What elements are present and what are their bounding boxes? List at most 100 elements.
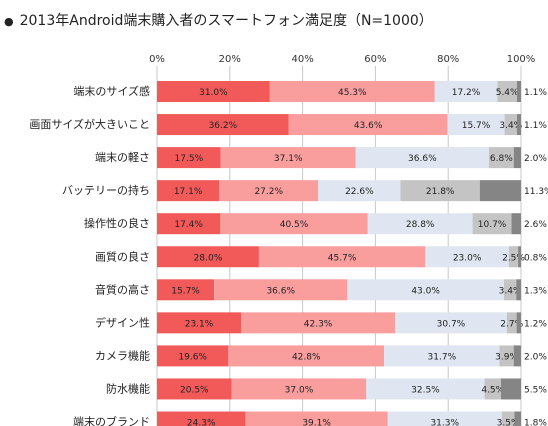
bar-segment	[516, 81, 521, 102]
bar-segment	[518, 246, 521, 268]
data-label: 5.5%	[524, 385, 547, 395]
bar-segment	[499, 345, 514, 367]
bar-segment	[516, 114, 521, 136]
chart-title: ● 2013年Android端末購入者のスマートフォン満足度（N=1000）	[4, 10, 433, 30]
data-label: 45.7%	[328, 253, 357, 263]
bar-segment	[472, 213, 512, 235]
bar-segment	[157, 411, 246, 426]
data-label: 17.5%	[175, 154, 204, 164]
category-label: デザイン性	[95, 315, 150, 329]
data-label: 32.5%	[411, 385, 440, 395]
bar-segment	[514, 411, 521, 426]
data-label: 17.4%	[174, 220, 203, 230]
data-label: 31.0%	[199, 88, 228, 98]
bar-segment	[157, 246, 259, 268]
chart-title-text: 2013年Android端末購入者のスマートフォン満足度（N=1000）	[19, 13, 433, 29]
category-label: 画面サイズが大きいこと	[29, 117, 150, 131]
bar-segment	[245, 411, 388, 426]
bar-segment	[516, 312, 521, 334]
bar-segment	[511, 213, 521, 235]
category-label: 端末のブランド	[73, 415, 150, 426]
bar-segment	[241, 312, 396, 334]
bar-segment	[157, 213, 221, 235]
bar-segment	[157, 279, 215, 301]
bar-segment	[288, 114, 448, 136]
bar-segment	[231, 378, 367, 400]
data-label: 0.8%	[524, 253, 547, 263]
data-label: 5.4%	[496, 88, 519, 98]
category-label: 防水機能	[106, 381, 150, 395]
bar-segment	[513, 147, 521, 169]
bar-segment	[157, 81, 270, 102]
category-label: バッテリーの持ち	[62, 183, 150, 197]
category-label: 音質の高さ	[95, 282, 150, 296]
bar-segment	[504, 114, 517, 136]
bar-segment	[258, 246, 426, 268]
data-label: 36.6%	[266, 286, 295, 296]
bar-segment	[157, 312, 242, 334]
data-label: 42.3%	[304, 319, 333, 329]
bar-segment	[269, 81, 435, 102]
bar-segment	[157, 114, 289, 136]
bar-segment	[387, 411, 502, 426]
data-label: 6.8%	[490, 154, 513, 164]
category-label: 操作性の良さ	[84, 216, 150, 230]
bar-segment	[516, 279, 521, 301]
bar-segment	[434, 81, 498, 102]
data-label: 3.4%	[499, 121, 522, 131]
data-label: 45.3%	[338, 88, 367, 98]
data-label: 15.7%	[171, 286, 200, 296]
data-label: 2.7%	[500, 319, 523, 329]
data-label: 1.1%	[524, 121, 547, 131]
x-tick-label: 20%	[219, 54, 241, 65]
data-label: 1.2%	[524, 319, 547, 329]
bar-segment	[503, 279, 517, 301]
bar-segment	[484, 378, 501, 400]
bars: 31.0% 45.3% 17.2% 5.4% 1.1% 36.2% 43.6% 15.7% 3.…	[157, 81, 548, 426]
data-label: 30.7%	[437, 319, 466, 329]
data-label: 23.0%	[453, 253, 482, 263]
data-label: 2.6%	[524, 220, 547, 230]
data-label: 36.2%	[209, 121, 238, 131]
data-label: 43.6%	[354, 121, 383, 131]
data-label: 39.1%	[302, 419, 331, 426]
data-label: 23.1%	[185, 319, 214, 329]
bar-segment	[500, 378, 521, 400]
bar-segment	[220, 147, 356, 169]
bar-segment	[506, 312, 517, 334]
data-label: 28.8%	[406, 220, 435, 230]
data-label: 17.1%	[174, 187, 203, 197]
data-label: 37.0%	[285, 385, 314, 395]
data-label: 15.7%	[462, 121, 491, 131]
category-labels: 端末のサイズ感画面サイズが大きいこと端末の軽さバッテリーの持ち操作性の良さ画質の…	[29, 84, 150, 426]
bar-segment	[219, 180, 319, 202]
data-label: 19.6%	[178, 352, 207, 362]
data-label: 42.8%	[292, 352, 321, 362]
x-tick-label: 100%	[507, 54, 536, 65]
category-label: カメラ機能	[95, 348, 150, 362]
bar-segment	[400, 180, 480, 202]
bar-segment	[425, 246, 509, 268]
data-label: 20.5%	[180, 385, 209, 395]
data-label: 10.7%	[478, 220, 507, 230]
data-label: 43.0%	[411, 286, 440, 296]
bar-segment	[508, 246, 519, 268]
x-tick-label: 80%	[437, 54, 459, 65]
data-label: 31.7%	[428, 352, 457, 362]
bar-segment	[367, 213, 473, 235]
bar-segment	[347, 279, 504, 301]
data-label: 3.4%	[499, 286, 522, 296]
bar-segment	[318, 180, 401, 202]
bar-segment	[479, 180, 521, 202]
x-tick-label: 60%	[364, 54, 386, 65]
data-label: 1.8%	[524, 419, 547, 426]
bar-segment	[497, 81, 517, 102]
bar-segment	[501, 411, 515, 426]
bar-segment	[214, 279, 348, 301]
data-label: 2.5%	[502, 253, 525, 263]
bar-segment	[157, 345, 229, 367]
data-label: 31.3%	[430, 419, 459, 426]
bar-segment	[355, 147, 489, 169]
data-label: 21.8%	[426, 187, 455, 197]
